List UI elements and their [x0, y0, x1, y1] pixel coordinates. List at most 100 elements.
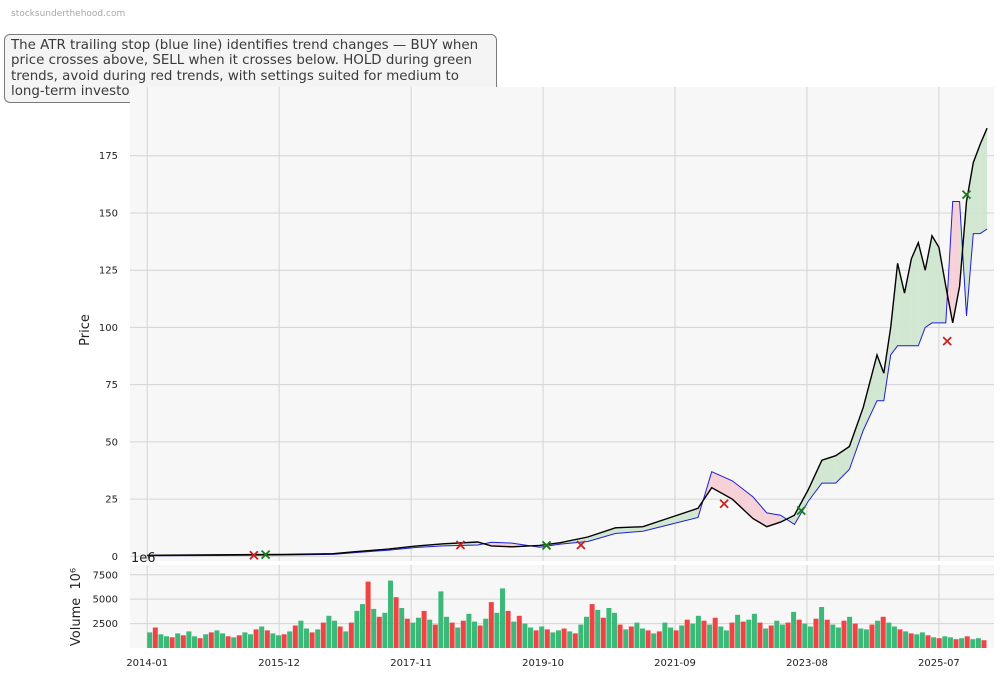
bullish-trend-fill: [904, 258, 912, 346]
volume-bar: [763, 628, 769, 648]
volume-bar: [589, 604, 595, 648]
volume-bar: [712, 617, 718, 648]
volume-bar: [959, 638, 965, 648]
buy-signal-marker: [541, 540, 552, 551]
volume-bar: [208, 632, 214, 648]
volume-bar: [673, 630, 679, 648]
volume-bar: [841, 620, 847, 648]
x-tick-label: 2025-07: [918, 658, 960, 669]
volume-bar: [539, 626, 545, 648]
volume-bar: [903, 631, 909, 648]
volume-bar: [203, 634, 209, 648]
marker-stroke: [942, 336, 952, 346]
volume-bar: [656, 631, 662, 648]
buy-signal-marker: [796, 505, 806, 516]
volume-bar: [785, 622, 791, 648]
volume-bar: [847, 616, 853, 648]
volume-bar: [617, 624, 623, 648]
volume-bar: [438, 591, 444, 648]
volume-bar: [779, 624, 785, 648]
volume-bar: [869, 624, 875, 648]
price-axis-label: Price: [78, 314, 93, 346]
bearish-trend-fill: [732, 480, 754, 519]
sell-signal-marker: [455, 540, 466, 550]
price-y-tick-label: 75: [105, 380, 118, 391]
volume-bar: [220, 633, 225, 648]
volume-bar: [695, 615, 701, 648]
bullish-trend-fill: [876, 354, 884, 401]
marker-stroke: [719, 499, 729, 509]
volume-bar: [460, 620, 466, 648]
volume-bar: [819, 607, 825, 648]
volume-bar: [746, 619, 752, 648]
marker-stroke: [541, 540, 552, 551]
buy-signal-marker: [961, 189, 972, 200]
volume-bar: [802, 623, 808, 648]
volume-bar: [449, 622, 455, 648]
volume-bar: [796, 619, 802, 648]
volume-bar: [348, 622, 354, 648]
volume-bar: [936, 638, 942, 648]
bullish-trend-fill: [835, 446, 850, 484]
volume-bar: [169, 637, 175, 648]
volume-bar: [561, 628, 567, 648]
volume-bar: [376, 616, 382, 648]
bullish-trend-fill: [642, 517, 671, 532]
volume-bar: [192, 636, 197, 648]
volume-bar: [824, 619, 830, 648]
volume-bar: [309, 632, 315, 648]
volume-bar: [332, 620, 337, 648]
bullish-trend-fill: [890, 263, 898, 355]
volume-bar: [970, 639, 976, 648]
volume-bar: [931, 637, 937, 648]
volume-bar: [528, 627, 533, 648]
volume-offset-label: 1e6: [131, 551, 156, 566]
bullish-trend-fill: [966, 162, 974, 316]
x-tick-label: 2015-12: [258, 658, 300, 669]
volume-bar: [628, 626, 634, 648]
price-y-tick-label: 0: [112, 552, 118, 563]
volume-y-tick-label: 2500: [93, 619, 118, 630]
volume-bar: [640, 628, 645, 648]
price-y-tick-label: 125: [99, 266, 118, 277]
volume-bar: [455, 627, 461, 648]
volume-bar: [388, 580, 393, 648]
bullish-trend-fill: [932, 235, 939, 323]
volume-bar: [253, 629, 259, 648]
volume-bar: [505, 610, 511, 648]
volume-bar: [684, 619, 690, 648]
bullish-trend-fill: [808, 460, 822, 502]
price-panel: 0 25 50 75 100 125 150 175: [99, 87, 994, 563]
volume-bar: [964, 636, 970, 648]
x-tick-label: 2014-01: [126, 658, 168, 669]
volume-bar: [852, 623, 858, 648]
volume-bar: [360, 604, 365, 648]
bullish-trend-fill: [670, 508, 698, 525]
volume-bar: [578, 624, 584, 648]
x-axis: 2014-01 2015-12 2017-11 2019-10 2021-09 2023-…: [126, 658, 960, 669]
volume-bar: [292, 625, 298, 648]
bullish-trend-fill: [821, 455, 836, 484]
sell-signal-marker: [719, 499, 729, 509]
volume-bar: [645, 630, 651, 648]
volume-bar: [444, 616, 449, 648]
volume-bar: [584, 616, 589, 648]
volume-bar: [399, 608, 405, 648]
price-y-tick-label: 150: [99, 208, 118, 219]
volume-bar: [354, 610, 360, 648]
volume-bar: [147, 632, 153, 648]
price-line: [147, 127, 988, 556]
volume-bar: [427, 619, 433, 648]
volume-bar: [365, 581, 371, 648]
watermark-text: stocksunderthehood.com: [11, 9, 126, 19]
volume-bar: [757, 622, 763, 648]
volume-bar: [729, 622, 735, 648]
bullish-trend-fill: [794, 490, 809, 525]
volume-bar: [981, 640, 987, 648]
volume-bar: [248, 634, 253, 648]
price-y-tick-label: 50: [105, 437, 118, 448]
volume-bar: [668, 627, 673, 648]
x-tick-label: 2017-11: [390, 658, 432, 669]
marker-stroke: [576, 540, 586, 550]
volume-bar: [231, 637, 237, 648]
